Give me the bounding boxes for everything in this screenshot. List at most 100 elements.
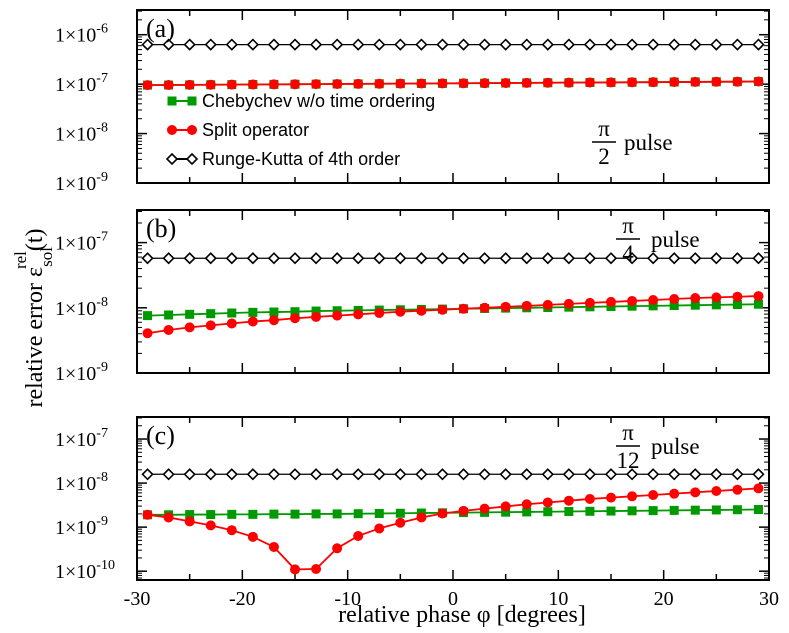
y-tick-label: 1×10-7 xyxy=(55,71,108,96)
legend-marker xyxy=(167,96,177,106)
data-point xyxy=(541,38,554,51)
fraction-denominator: 2 xyxy=(598,144,610,169)
data-point xyxy=(562,252,575,265)
pulse-label: pulse xyxy=(624,130,673,155)
fraction-denominator: 4 xyxy=(622,241,634,266)
data-point xyxy=(415,252,428,265)
data-point xyxy=(669,77,680,88)
data-point xyxy=(206,510,216,520)
data-point xyxy=(732,291,743,302)
x-tick-label: -20 xyxy=(229,588,256,610)
legend-label: Split operator xyxy=(202,120,309,140)
x-axis-label: relative phase φ [degrees] xyxy=(338,602,586,628)
data-point xyxy=(247,531,258,542)
data-point xyxy=(520,38,533,51)
data-point xyxy=(437,304,448,315)
data-point xyxy=(163,80,174,91)
data-point xyxy=(563,298,574,309)
x-tick-label: -10 xyxy=(334,588,361,610)
plot-layer: 1×10-91×10-81×10-71×10-6 (a)π2pulse1×10-9… xyxy=(55,9,779,610)
data-point xyxy=(521,499,532,510)
x-tick-label: -30 xyxy=(124,588,151,610)
data-point xyxy=(227,509,237,519)
legend-marker xyxy=(165,152,179,166)
data-point xyxy=(352,468,365,481)
data-point xyxy=(732,505,742,515)
data-point xyxy=(499,38,512,51)
data-point xyxy=(225,38,238,51)
data-point xyxy=(353,78,364,89)
data-point xyxy=(374,78,385,89)
data-point xyxy=(205,79,216,90)
y-tick-label: 1×10-8 xyxy=(55,470,108,495)
series-split-operator xyxy=(142,76,764,91)
data-point xyxy=(395,517,406,528)
data-point xyxy=(606,492,616,503)
data-point xyxy=(309,252,323,265)
data-point xyxy=(710,468,723,481)
panel-c: -30 -20 -10 0 10 20 30 1×10-10 1×10-9 1×10-8 1×10-… xyxy=(55,416,779,610)
series-line xyxy=(147,487,759,571)
data-point xyxy=(184,516,195,527)
fraction-denominator: 12 xyxy=(617,448,640,473)
data-point xyxy=(647,468,660,481)
data-point xyxy=(311,306,321,316)
data-point xyxy=(668,468,681,481)
legend-label: Runge-Kutta of 4th order xyxy=(202,149,400,169)
data-point xyxy=(648,77,659,88)
data-point xyxy=(541,468,554,481)
data-point xyxy=(290,79,300,90)
data-point xyxy=(331,38,344,51)
y-tick-label: 1×10-9 xyxy=(55,170,108,195)
data-point xyxy=(522,507,532,517)
data-point xyxy=(185,510,195,520)
data-point xyxy=(689,38,702,51)
data-point xyxy=(226,79,237,90)
data-point xyxy=(520,468,533,481)
data-point xyxy=(606,296,616,307)
data-point xyxy=(332,78,343,89)
legend: Chebychev w/o time ordering Split operato… xyxy=(165,91,435,169)
x-tick-label: 10 xyxy=(548,588,568,610)
data-point xyxy=(353,309,364,320)
y-tick-label: 1×10-9 xyxy=(55,514,108,539)
data-point xyxy=(753,505,763,515)
data-point xyxy=(583,38,597,51)
data-point xyxy=(753,76,764,87)
data-point xyxy=(226,525,237,536)
data-point xyxy=(752,468,765,481)
data-point xyxy=(668,38,681,51)
data-point xyxy=(668,252,681,265)
data-point xyxy=(183,38,196,51)
data-point xyxy=(205,320,216,331)
data-point xyxy=(394,252,407,265)
series-runge-kutta-of-4th-order xyxy=(141,468,765,481)
pulse-annotation: π 2 pulse xyxy=(592,116,673,169)
pulse-label: pulse xyxy=(651,227,700,252)
fraction-numerator: π xyxy=(598,116,610,141)
data-point xyxy=(627,491,638,502)
data-point xyxy=(752,252,765,265)
data-point xyxy=(752,38,765,51)
data-point xyxy=(625,252,639,265)
data-point xyxy=(731,38,744,51)
data-point xyxy=(457,468,470,481)
data-point xyxy=(269,307,279,317)
data-point xyxy=(353,530,364,541)
data-point xyxy=(288,38,302,51)
data-point xyxy=(374,523,385,534)
data-point xyxy=(416,305,427,316)
data-point xyxy=(373,468,386,481)
panel-label: (a) xyxy=(146,14,175,43)
data-point xyxy=(479,503,490,514)
data-point xyxy=(267,38,281,51)
y-axis-label-main: relative error ε xyxy=(22,267,48,408)
data-point xyxy=(606,77,616,88)
data-point xyxy=(246,468,259,481)
data-point xyxy=(584,297,595,308)
data-point xyxy=(436,38,449,51)
pulse-label: pulse xyxy=(651,434,700,459)
data-point xyxy=(415,38,428,51)
data-point xyxy=(269,509,279,519)
